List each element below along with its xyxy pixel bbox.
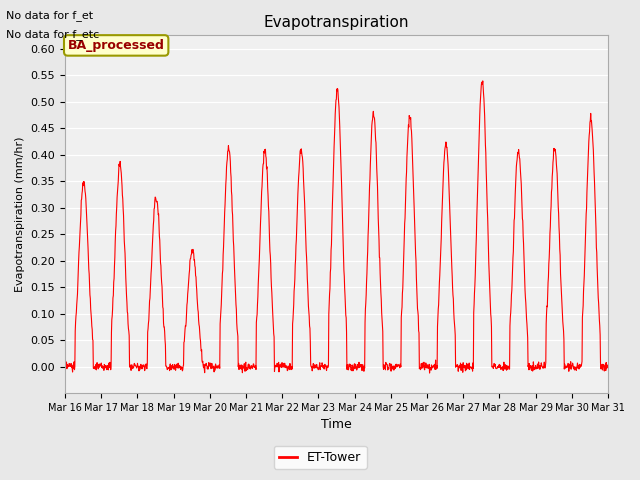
Text: BA_processed: BA_processed bbox=[68, 39, 164, 52]
X-axis label: Time: Time bbox=[321, 419, 352, 432]
Text: No data for f_etc: No data for f_etc bbox=[6, 29, 100, 40]
Legend: ET-Tower: ET-Tower bbox=[273, 446, 367, 469]
Y-axis label: Evapotranspiration (mm/hr): Evapotranspiration (mm/hr) bbox=[15, 136, 25, 292]
Title: Evapotranspiration: Evapotranspiration bbox=[264, 15, 410, 30]
Text: No data for f_et: No data for f_et bbox=[6, 10, 93, 21]
